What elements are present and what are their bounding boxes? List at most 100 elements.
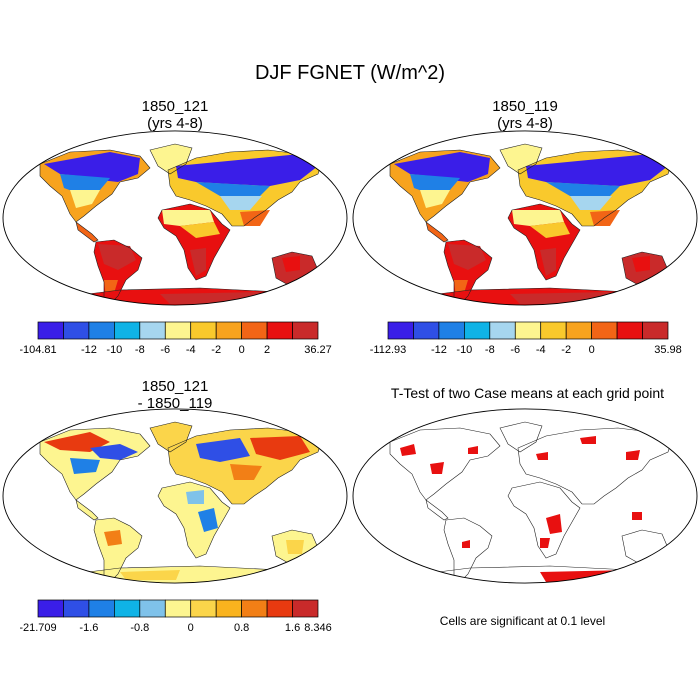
coastline-greenland xyxy=(149,421,193,453)
map-shaded-region xyxy=(186,490,204,504)
map-shaded-region xyxy=(162,210,214,226)
colorbar-swatch xyxy=(565,321,592,340)
coastline-camerica xyxy=(425,499,449,521)
colorbar-label: -4 xyxy=(186,344,196,356)
coastline-camerica xyxy=(75,221,99,243)
colorbar-swatch xyxy=(266,321,293,340)
colorbar-swatch xyxy=(190,321,217,340)
colorbar-swatch xyxy=(164,599,192,618)
colorbar-label: 35.98 xyxy=(654,344,682,356)
colorbar-label: -6 xyxy=(510,344,520,356)
map-shaded-region xyxy=(626,450,640,460)
panel-1-title-line2: (yrs 4-8) xyxy=(147,115,203,132)
map-shaded-region xyxy=(230,464,262,480)
colorbar-swatch xyxy=(88,321,115,340)
colorbar-swatch xyxy=(540,321,567,340)
map-shaded-region xyxy=(546,514,562,534)
map-shaded-region xyxy=(462,540,470,548)
colorbar-swatch xyxy=(215,321,242,340)
map-shaded-region xyxy=(468,446,478,454)
colorbar-label: -12 xyxy=(431,344,447,356)
panel-1-title-line1: 1850_121 xyxy=(141,98,209,115)
map-shaded-region xyxy=(286,540,304,554)
map-shaded-region xyxy=(510,292,610,304)
colorbar-swatch xyxy=(413,321,440,340)
map-shaded-region xyxy=(104,530,122,546)
coastline-eurasia xyxy=(167,427,323,505)
panel-3-title-line1: 1850_121 xyxy=(141,378,209,395)
colorbar-swatch xyxy=(114,599,141,618)
colorbar-label: -21.709 xyxy=(20,622,57,634)
colorbar-swatch xyxy=(642,321,669,340)
colorbar-3: -21.709 -1.6 -0.8 0 0.8 1.6 8.346 xyxy=(20,599,332,634)
coastline-africa xyxy=(157,481,231,559)
colorbar-label: 0.8 xyxy=(234,622,249,634)
colorbar-label: -8 xyxy=(135,344,145,356)
coastline-namerica xyxy=(389,427,501,501)
colorbar-label: -4 xyxy=(536,344,546,356)
colorbar-label: 0 xyxy=(589,344,595,356)
panel-4-title: T-Test of two Case means at each grid po… xyxy=(390,385,665,401)
map-border xyxy=(352,130,698,306)
panel-3-title: 1850_121- 1850_119 xyxy=(75,378,275,412)
colorbar-swatch xyxy=(139,321,166,340)
coastline-samerica xyxy=(93,517,143,583)
map-shaded-region xyxy=(220,196,262,210)
map-shaded-region xyxy=(44,432,110,452)
colorbar-swatch xyxy=(88,599,115,618)
figure-title: DJF FGNET (W/m^2) xyxy=(254,62,446,84)
map-shaded-region xyxy=(190,248,206,276)
map-panel-1 xyxy=(2,130,348,306)
map-panel-2 xyxy=(352,130,698,306)
coastline-camerica xyxy=(425,221,449,243)
map-shaded-region xyxy=(44,152,140,182)
colorbar-label: -1.6 xyxy=(79,622,98,634)
colorbar-swatch xyxy=(241,321,268,340)
colorbar-swatch xyxy=(438,321,465,340)
coastline-samerica xyxy=(443,239,493,305)
map-panel-4 xyxy=(352,408,698,584)
colorbar-label: -12 xyxy=(81,344,97,356)
map-border xyxy=(352,408,698,584)
colorbar-swatch xyxy=(266,599,293,618)
panel-2-title-line1: 1850_119 xyxy=(492,98,558,115)
map-shaded-region xyxy=(580,436,596,444)
coastline-eurasia xyxy=(517,149,673,227)
map-shaded-region xyxy=(394,152,490,182)
map-shaded-region xyxy=(430,576,460,584)
colorbar-swatch xyxy=(591,321,618,340)
colorbar-label: -8 xyxy=(485,344,495,356)
map-border xyxy=(2,408,348,584)
colorbar-label: 0 xyxy=(239,344,245,356)
map-shaded-region xyxy=(198,508,218,532)
colorbar-swatch xyxy=(37,599,64,618)
coastline-namerica xyxy=(39,427,151,501)
colorbar-label: -112.93 xyxy=(370,344,406,356)
colorbar-label: 0 xyxy=(188,622,194,634)
coastline-africa xyxy=(507,481,581,559)
colorbar-label: 36.27 xyxy=(304,344,332,356)
colorbar-swatch xyxy=(292,321,319,340)
colorbar-label: 2 xyxy=(264,344,270,356)
colorbar-swatch xyxy=(489,321,516,340)
map-shaded-region xyxy=(540,248,556,276)
coastline-greenland xyxy=(499,143,543,175)
panel-1-title: 1850_121 (yrs 4-8) xyxy=(75,98,275,132)
colorbar-label: -104.81 xyxy=(20,344,57,356)
map-shaded-region xyxy=(420,190,450,208)
colorbar-1: -104.81 -12 -10 -8 -6 -4 -2 0 2 36.27 xyxy=(20,321,332,356)
map-shaded-region xyxy=(98,244,136,270)
colorbar-swatch xyxy=(215,599,242,618)
colorbar-swatch xyxy=(387,321,414,340)
map-shaded-region xyxy=(90,444,138,460)
coastline-eurasia xyxy=(167,149,323,227)
colorbar-swatch xyxy=(37,321,64,340)
map-shaded-region xyxy=(536,452,548,460)
map-panel-3 xyxy=(2,408,348,584)
coastline-greenland xyxy=(499,421,543,453)
colorbar-swatch xyxy=(464,321,491,340)
coastline-camerica xyxy=(75,499,99,521)
map-shaded-region xyxy=(60,174,110,194)
map-shaded-region xyxy=(430,462,444,474)
panel-2-title: 1850_119 (yrs 4-8) xyxy=(425,98,625,132)
